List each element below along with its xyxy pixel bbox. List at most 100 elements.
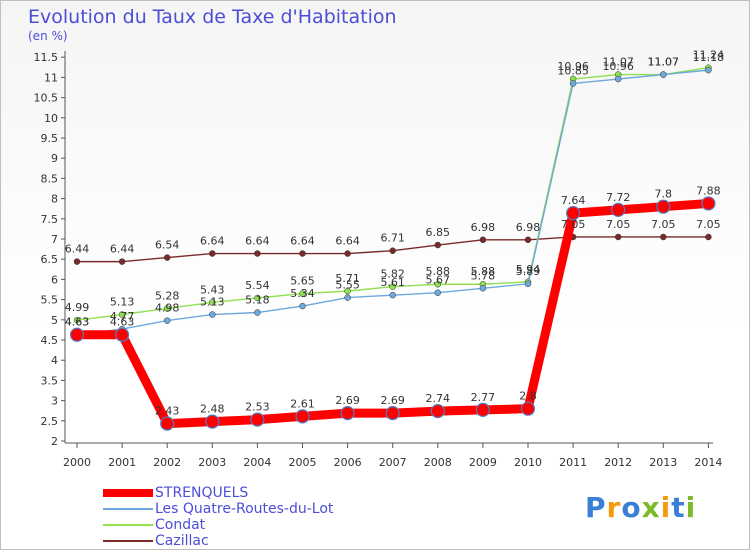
legend-swatch [103,524,153,526]
data-point [614,233,622,241]
y-tick-label: 9 [51,152,58,165]
legend-swatch [103,540,153,542]
data-label: 7.05 [696,218,721,231]
y-tick-label: 8 [51,193,58,206]
legend-label: Condat [155,517,206,533]
data-label: 5.94 [516,263,541,276]
legend-label: STRENQUELS [155,485,249,501]
data-label: 6.64 [200,235,225,248]
data-point [524,236,532,244]
y-tick-label: 11.5 [34,51,59,64]
data-point [660,233,667,241]
x-tick-label: 2006 [334,456,362,469]
data-point [389,247,396,254]
data-point [660,71,667,78]
logo-letter: i [685,491,697,524]
data-label: 5.34 [290,287,315,300]
data-point [254,294,261,302]
data-label: 11.07 [602,56,634,69]
logo-letter: x [641,491,661,524]
x-tick-label: 2014 [694,456,722,469]
data-point [434,241,442,249]
data-point [434,280,442,288]
data-point [209,250,216,257]
data-point [73,316,81,324]
data-label: 2.74 [426,392,451,405]
data-label: 6.64 [290,235,315,248]
x-tick-label: 2011 [559,456,587,469]
unit-label: (en %) [28,29,68,43]
data-label: 7.64 [561,194,586,207]
data-label: 6.98 [516,221,541,234]
data-label: 2.48 [200,403,225,416]
data-label: 4.63 [65,316,90,329]
data-point [430,404,445,419]
data-label: 5.13 [110,296,135,309]
data-label: 5.13 [200,296,225,309]
y-tick-label: 4.5 [41,334,59,347]
data-point [565,206,581,221]
x-tick-label: 2005 [289,456,317,469]
x-tick-label: 2010 [514,456,542,469]
data-label: 5.18 [245,294,270,307]
y-tick-label: 2 [51,435,58,448]
data-label: 4.98 [155,302,180,315]
data-point [163,254,171,261]
data-point [524,280,532,288]
x-tick-label: 2000 [63,456,91,469]
data-label: 5.82 [380,268,405,281]
data-point [299,302,306,310]
data-label: 2.77 [471,391,496,404]
y-tick-label: 6.5 [41,253,59,266]
data-label: 7.05 [651,218,676,231]
y-tick-label: 7 [51,233,58,246]
data-label: 5.67 [426,274,451,287]
data-point [163,317,171,324]
data-label: 4.77 [110,310,135,323]
logo-letter: o [621,491,642,524]
data-label: 5.28 [155,289,180,302]
proxiti-logo: Proxiti [585,491,696,524]
data-point [118,311,126,318]
data-point [299,250,306,257]
x-tick-label: 2008 [424,456,452,469]
data-label: 5.65 [290,275,315,288]
data-label: 4.63 [65,316,90,329]
legend-label: Les Quatre-Routes-du-Lot [155,501,334,517]
y-tick-label: 4 [51,354,58,367]
data-point [569,80,577,87]
data-label: 6.64 [245,235,270,248]
data-label: 5.61 [380,276,405,289]
logo-letter: t [671,491,686,524]
data-label: 6.85 [426,226,451,239]
data-label: 11.07 [648,56,680,69]
data-point [250,412,265,427]
data-label: 7.72 [606,191,631,204]
data-label: 7.05 [606,218,631,231]
data-label: 4.99 [65,301,90,314]
data-point [434,289,442,296]
x-tick-label: 2013 [649,456,677,469]
data-point [614,75,622,83]
data-point [114,327,130,342]
data-label: 7.88 [696,184,721,197]
data-label: 5.88 [471,265,496,278]
data-label: 2.61 [290,397,315,410]
y-tick-label: 5.5 [41,294,59,307]
data-label: 6.71 [380,232,405,245]
data-label: 5.78 [471,269,496,282]
y-tick-label: 6 [51,273,58,286]
y-tick-label: 3 [51,395,58,408]
legend-swatch [103,489,153,497]
data-label: 2.69 [380,394,405,407]
data-label: 6.44 [65,243,90,256]
y-tick-label: 10 [44,112,58,125]
x-tick-label: 2007 [379,456,407,469]
data-point [160,416,175,431]
data-label: 11.07 [648,56,680,69]
data-label: 2.69 [335,394,360,407]
logo-letter: r [606,491,622,524]
x-tick-label: 2012 [604,456,632,469]
y-tick-label: 10.5 [34,92,59,105]
